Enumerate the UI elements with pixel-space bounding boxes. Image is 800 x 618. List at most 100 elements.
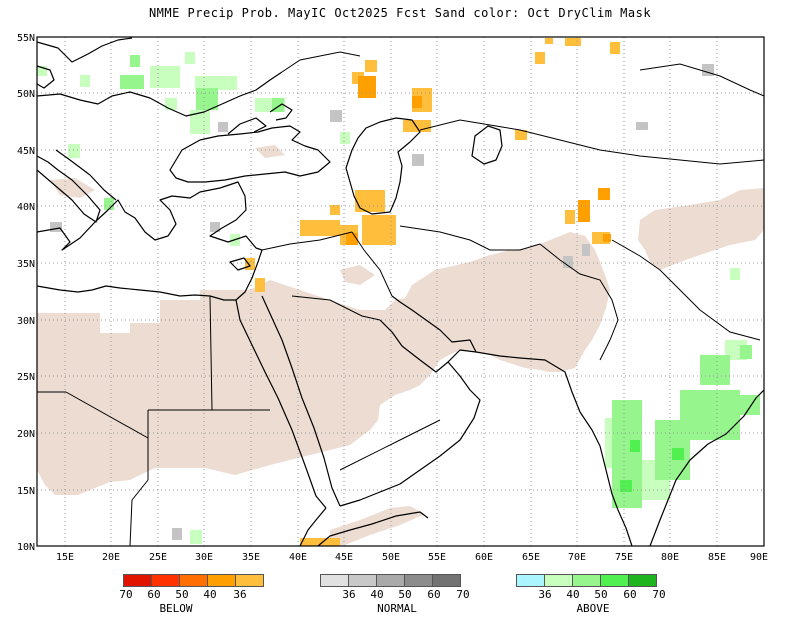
lon-label: 40E xyxy=(289,552,307,563)
afghanistan-pakistan-border xyxy=(539,243,619,361)
legend-label: 60 xyxy=(427,588,441,601)
legend-label: 70 xyxy=(119,588,133,601)
lon-label: 80E xyxy=(661,552,679,563)
legend-below: 70 60 50 40 36 BELOW xyxy=(119,574,269,615)
lon-label: 60E xyxy=(475,552,493,563)
legend-label: 50 xyxy=(594,588,608,601)
legend-normal-labels: 36 40 50 60 70 xyxy=(320,587,470,601)
legend-swatch xyxy=(572,574,601,587)
red-sea-west xyxy=(235,299,327,509)
legend-label: 60 xyxy=(147,588,161,601)
legend-label: 70 xyxy=(456,588,470,601)
legend-normal-swatches xyxy=(320,574,466,587)
iran-iraq-border xyxy=(351,231,393,297)
adriatic-balkans xyxy=(55,149,117,201)
map-frame xyxy=(36,36,765,547)
lon-label: 85E xyxy=(708,552,726,563)
legend-swatch xyxy=(600,574,629,587)
legend-normal: 36 40 50 60 70 NORMAL xyxy=(320,574,470,615)
legend-label: 36 xyxy=(342,588,356,601)
lat-label: 15N xyxy=(17,486,35,497)
lat-label: 30N xyxy=(17,316,35,327)
lon-label: 75E xyxy=(615,552,633,563)
legend-below-swatches xyxy=(123,574,269,587)
legend-label: 40 xyxy=(566,588,580,601)
mediterranean-north-coast xyxy=(36,181,263,251)
lon-label: 20E xyxy=(102,552,120,563)
india-china-border xyxy=(611,239,761,341)
lon-label: 15E xyxy=(56,552,74,563)
lon-label: 50E xyxy=(382,552,400,563)
legend-label: 50 xyxy=(398,588,412,601)
dry-mask-somalia xyxy=(330,506,425,545)
north-europe-coast xyxy=(36,71,283,117)
legend-label: 40 xyxy=(203,588,217,601)
iran-pakistan-coast xyxy=(475,351,581,413)
lon-label: 70E xyxy=(568,552,586,563)
lat-label: 35N xyxy=(17,259,35,270)
red-sea-east xyxy=(261,295,341,507)
mongolia-border xyxy=(639,63,765,97)
legend-swatch xyxy=(376,574,405,587)
legend-swatch xyxy=(123,574,152,587)
legend-swatch xyxy=(628,574,657,587)
lat-label: 50N xyxy=(17,89,35,100)
legend-swatch xyxy=(544,574,573,587)
lat-label: 40N xyxy=(17,202,35,213)
legend-label: 36 xyxy=(233,588,247,601)
somalia-coast xyxy=(317,511,429,547)
lon-label: 30E xyxy=(195,552,213,563)
sudan-border xyxy=(129,479,149,547)
lon-labels: 15E 20E 25E 30E 35E 40E 45E 50E 55E 60E … xyxy=(56,552,768,563)
lat-label: 25N xyxy=(17,372,35,383)
scandinavia xyxy=(36,65,55,89)
graticule xyxy=(37,37,764,546)
dry-mask-anatolia xyxy=(50,178,95,198)
legend-below-caption: BELOW xyxy=(159,602,193,615)
turkey-syria-border xyxy=(261,231,353,251)
legend-below-labels: 70 60 50 40 36 xyxy=(119,587,269,601)
black-sea xyxy=(169,125,331,183)
arabian-peninsula-south xyxy=(339,361,481,507)
cyprus xyxy=(229,257,251,271)
forecast-map: 55N 50N 45N 40N 35N 30N 25N 20N 15N 10N … xyxy=(17,33,768,563)
legend-swatch xyxy=(348,574,377,587)
aral-sea xyxy=(471,125,503,165)
legend-label: 50 xyxy=(175,588,189,601)
india-west-coast xyxy=(579,411,633,547)
dry-mask-sahara xyxy=(37,232,610,495)
lat-label: 10N xyxy=(17,542,35,553)
saudi-border xyxy=(291,295,381,321)
iran-turkmen-border xyxy=(399,225,541,251)
dry-mask-layer xyxy=(37,145,764,545)
legend-label: 60 xyxy=(623,588,637,601)
borders xyxy=(37,51,765,547)
map-title: NMME Precip Prob. MayIC Oct2025 Fcst San… xyxy=(148,6,652,20)
legend-label: 70 xyxy=(652,588,666,601)
lon-label: 45E xyxy=(335,552,353,563)
crimea xyxy=(227,117,267,135)
dry-mask-caucasus xyxy=(255,145,285,158)
russia-border xyxy=(281,51,361,73)
legend-swatch xyxy=(404,574,433,587)
africa-horn xyxy=(299,507,327,547)
legend-swatch xyxy=(432,574,461,587)
legend-swatch xyxy=(516,574,545,587)
italy xyxy=(36,155,101,223)
lat-label: 55N xyxy=(17,33,35,44)
legend-above-caption: ABOVE xyxy=(576,602,610,615)
lon-label: 65E xyxy=(522,552,540,563)
normal-cells xyxy=(50,64,714,540)
azov xyxy=(269,103,293,121)
legend-swatch xyxy=(151,574,180,587)
baltic xyxy=(36,37,133,63)
lon-label: 55E xyxy=(428,552,446,563)
legend-above-swatches xyxy=(516,574,662,587)
lat-labels: 55N 50N 45N 40N 35N 30N 25N 20N 15N 10N xyxy=(17,33,35,553)
legend-swatch xyxy=(320,574,349,587)
legend-swatch xyxy=(207,574,236,587)
libya-algeria-border xyxy=(65,391,149,439)
levant-egypt-coast xyxy=(36,249,263,301)
caspian xyxy=(345,117,421,215)
dry-mask-caspian-south xyxy=(340,265,375,285)
